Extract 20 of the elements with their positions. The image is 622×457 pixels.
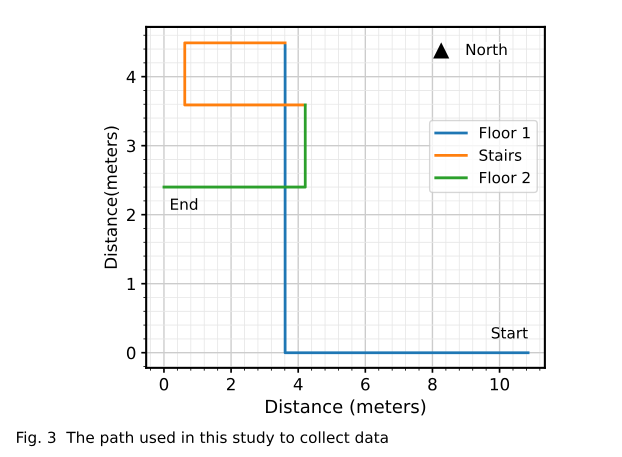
y-tick-label: 2 xyxy=(127,208,135,222)
x-tick-label: 2 xyxy=(227,378,235,390)
y-tick-label: 0 xyxy=(126,346,136,360)
annotation: End xyxy=(171,198,198,210)
y-tick-label: 4 xyxy=(126,70,136,83)
legend-label: Floor 1 xyxy=(480,126,530,139)
x-tick-label: 0 xyxy=(160,378,168,391)
annotation: North xyxy=(466,43,507,56)
x-tick-label: 6 xyxy=(361,378,370,391)
legend-label: Stairs xyxy=(480,149,522,161)
y-axis-title: Distance(meters) xyxy=(104,126,120,268)
x-tick-label: 8 xyxy=(428,378,437,391)
y-tick-label: 1 xyxy=(128,278,135,290)
x-tick-label: 10 xyxy=(490,378,510,391)
x-axis-title: Distance (meters) xyxy=(266,399,426,416)
annotation: Start xyxy=(492,327,528,339)
caption: Fig. 3 The path used in this study to collect data xyxy=(17,431,388,446)
y-tick-label: 3 xyxy=(127,140,136,152)
x-tick-label: 4 xyxy=(294,378,303,390)
legend-label: Floor 2 xyxy=(480,172,530,184)
